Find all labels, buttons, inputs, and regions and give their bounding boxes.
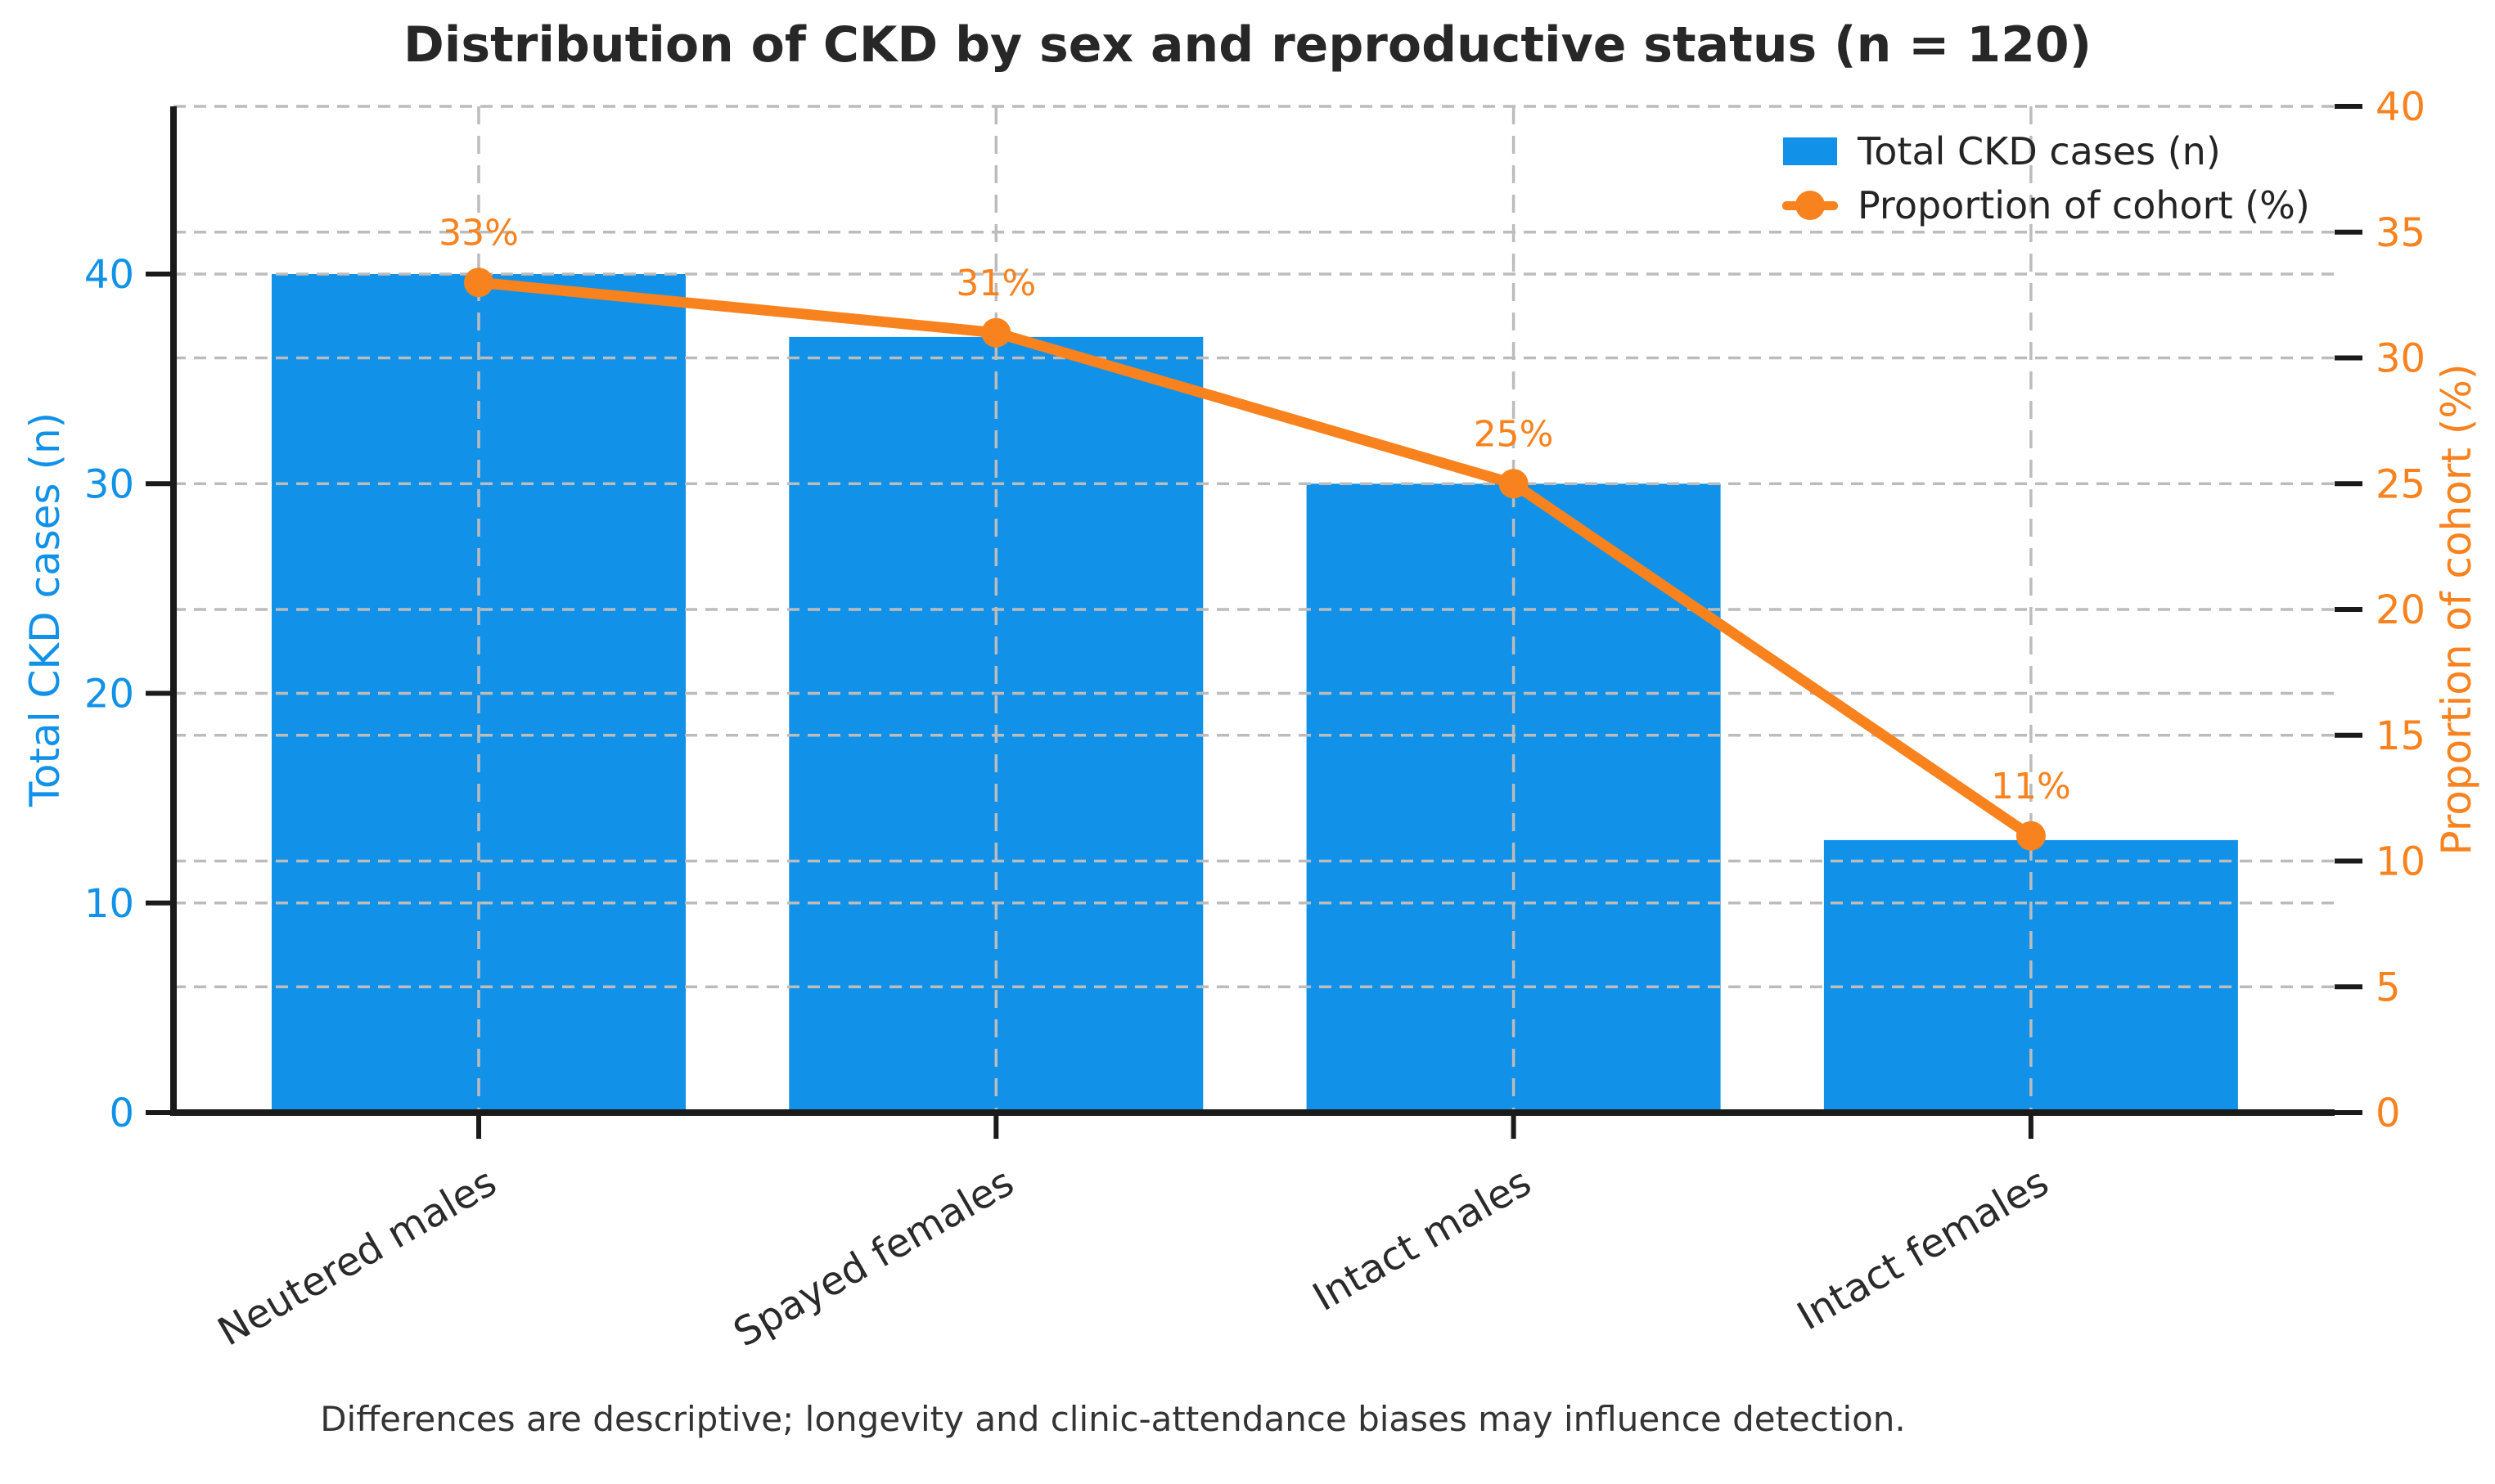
chart-footnote: Differences are descriptive; longevity a…	[320, 1399, 1906, 1439]
legend-item-bars: Total CKD cases (n)	[1782, 124, 2310, 178]
x-tick-label: Spayed females	[726, 1159, 1021, 1356]
right-tick-label: 40	[2376, 84, 2425, 130]
legend-label-bars: Total CKD cases (n)	[1858, 129, 2221, 173]
left-tick-label: 0	[109, 1091, 134, 1136]
right-tick-label: 20	[2376, 587, 2425, 633]
legend-item-line: Proportion of cohort (%)	[1782, 178, 2310, 232]
legend-label-line: Proportion of cohort (%)	[1858, 183, 2310, 227]
x-tick-label: Neutered males	[210, 1159, 504, 1356]
data-point-marker	[981, 317, 1011, 348]
data-point-marker	[2015, 821, 2046, 851]
right-tick-label: 5	[2376, 965, 2401, 1010]
right-tick-label: 35	[2376, 210, 2425, 256]
left-axis-title: Total CKD cases (n)	[21, 411, 69, 807]
right-tick-label: 10	[2376, 839, 2425, 885]
left-tick-label: 30	[84, 461, 134, 507]
data-point-marker	[464, 268, 493, 298]
trend-line	[473, 277, 2037, 842]
point-label: 25%	[1474, 413, 1554, 455]
right-tick-label: 25	[2376, 461, 2425, 507]
data-point-marker	[1498, 469, 1529, 499]
point-label: 31%	[956, 263, 1036, 304]
x-tick-label: Intact males	[1305, 1159, 1538, 1320]
right-axis-title: Proportion of cohort (%)	[2433, 363, 2480, 856]
left-tick-label: 40	[84, 252, 134, 298]
left-tick-label: 20	[84, 672, 134, 717]
bar-swatch-icon	[1783, 137, 1837, 165]
point-label: 11%	[1991, 766, 2071, 807]
left-tick-label: 10	[84, 881, 134, 927]
right-tick-label: 0	[2376, 1091, 2401, 1136]
chart-title: Distribution of CKD by sex and reproduct…	[403, 16, 2092, 74]
right-tick-label: 15	[2376, 713, 2425, 759]
point-label: 33%	[439, 212, 519, 254]
line-marker-swatch-icon	[1782, 191, 1838, 220]
x-tick-label: Intact females	[1790, 1159, 2056, 1339]
right-tick-label: 30	[2376, 336, 2425, 382]
chart-legend: Total CKD cases (n) Proportion of cohort…	[1782, 124, 2310, 232]
